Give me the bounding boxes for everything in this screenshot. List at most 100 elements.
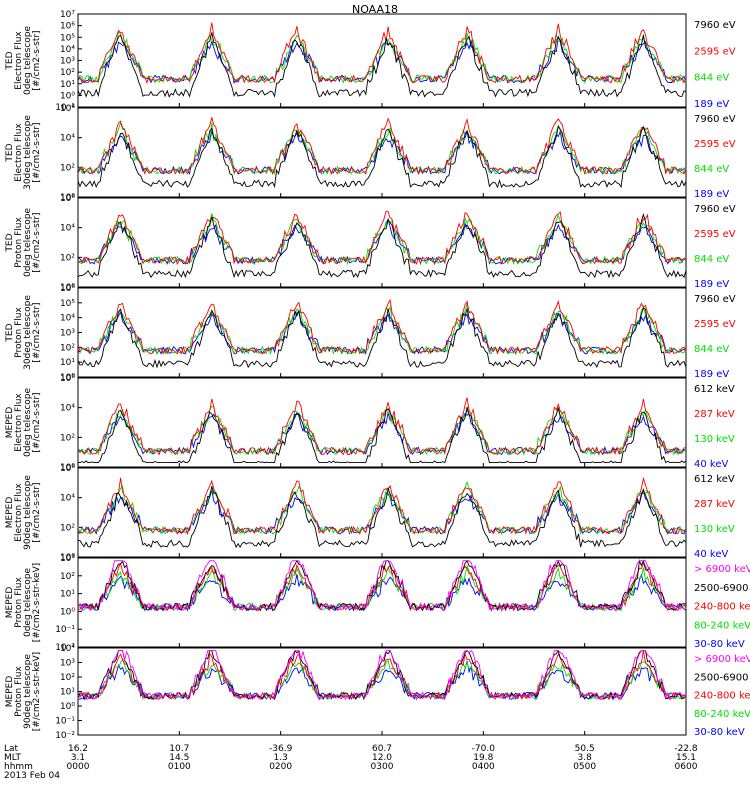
panel-8-ytick-1: 10⁻² xyxy=(55,731,75,741)
panel-6-ylabel-2: Electron Flux xyxy=(14,483,24,542)
panel-3-legend-1: 7960 eV xyxy=(694,204,736,215)
panel-7-legend-2: 2500-6900 xyxy=(694,583,749,594)
panel-1-ytick-7: 10⁵ xyxy=(60,33,75,43)
panel-4-ytick-5: 10⁴ xyxy=(60,314,75,324)
panel-2-series-1-trace xyxy=(77,125,687,189)
panel-8-ytick-4: 10¹ xyxy=(60,688,75,698)
panel-2-series-2-trace xyxy=(77,117,687,176)
panel-4-ylabel-3: 30deg telescope xyxy=(23,295,33,370)
panel-5-ytick-2: 10² xyxy=(60,433,75,443)
panel-2-ytick-1: 10⁰ xyxy=(60,193,75,203)
panel-7-legend-1: > 6900 keV xyxy=(694,564,750,575)
panel-7-ytick-3: 10⁰ xyxy=(60,607,75,617)
footer-lat-6: 50.5 xyxy=(575,744,595,754)
panel-4-ytick-7: 10⁶ xyxy=(60,284,75,294)
panel-6-series-2-trace xyxy=(77,476,687,536)
panel-4-series-3-trace xyxy=(77,303,687,356)
panel-2-ylabel-4: [#/cm2-s-str] xyxy=(32,122,42,182)
panel-8-ylabel-2: Proton Flux xyxy=(14,666,24,717)
footer-row-label-2: MLT xyxy=(4,753,22,763)
panel-4-series-4-trace xyxy=(78,310,687,356)
panel-3-ytick-4: 10⁶ xyxy=(60,194,75,204)
panel-1-ytick-2: 10⁰ xyxy=(60,91,75,101)
panel-8-series-4-trace xyxy=(77,658,687,701)
footer-lat-3: -36.9 xyxy=(269,744,293,754)
panel-1-ytick-5: 10³ xyxy=(60,57,75,67)
panel-1-legend-1: 7960 eV xyxy=(694,20,736,31)
panel-8-ytick-5: 10² xyxy=(60,673,75,683)
footer-mlt-3: 1.3 xyxy=(274,753,288,763)
chart-title: NOAA18 xyxy=(351,3,399,16)
panel-1-ylabel-1: TED xyxy=(5,51,15,70)
panel-2-ytick-3: 10⁴ xyxy=(60,134,75,144)
footer-row-label-3: hhmm xyxy=(4,762,33,772)
panel-7-series-3-trace xyxy=(77,562,687,613)
panel-2-ytick-4: 10⁶ xyxy=(60,104,75,114)
footer-lat-5: -70.0 xyxy=(472,744,496,754)
panel-8-legend-2: 2500-6900 xyxy=(694,672,749,683)
panel-8-legend-4: 80-240 keV xyxy=(694,709,750,720)
panel-6-legend-4: 40 keV xyxy=(694,549,728,560)
panel-8-ylabel-4: [#/cm2-s-str-keV] xyxy=(32,652,42,731)
footer-hhmm-3: 0200 xyxy=(269,762,292,772)
panel-7-ylabel-4: [#/cm2-s-str-keV] xyxy=(32,563,42,642)
panel-4-ylabel-1: TED xyxy=(5,323,15,342)
panel-5-legend-3: 130 keV xyxy=(694,434,735,445)
footer-lat-4: 60.7 xyxy=(372,744,392,754)
panel-1-legend-3: 844 eV xyxy=(694,73,729,84)
panel-2-series-4-trace xyxy=(77,129,687,175)
panel-4-series-2-trace xyxy=(77,298,687,356)
footer-hhmm-1: 0000 xyxy=(67,762,90,772)
panel-4-legend-3: 844 eV xyxy=(694,344,729,355)
panel-6-legend-2: 287 keV xyxy=(694,499,735,510)
panel-7-ylabel-1: MEPED xyxy=(5,587,15,619)
panel-8-series-2-trace xyxy=(77,649,687,701)
footer-hhmm-7: 0600 xyxy=(675,762,698,772)
panel-7-legend-4: 80-240 keV xyxy=(694,620,750,631)
panel-2-ylabel-2: Electron Flux xyxy=(14,123,24,182)
panel-6-ylabel-1: MEPED xyxy=(5,497,15,529)
panel-5-series-4-trace xyxy=(77,411,687,456)
footer-hhmm-4: 0300 xyxy=(371,762,394,772)
footer-row-label-1: Lat xyxy=(4,744,19,754)
panel-6-ylabel-3: 90deg telescope xyxy=(23,475,33,550)
panel-frame-1 xyxy=(77,13,687,108)
panel-5-series-2-trace xyxy=(77,397,687,456)
panel-3-legend-2: 2595 eV xyxy=(694,229,736,240)
panel-frame-3 xyxy=(77,197,687,288)
panel-frame-2 xyxy=(77,107,687,198)
panel-2-legend-2: 2595 eV xyxy=(694,139,736,150)
panel-1-series-2-trace xyxy=(77,22,687,84)
panel-7-ylabel-3: 0deg telescope xyxy=(23,568,33,638)
panel-7-ytick-6: 10³ xyxy=(60,554,75,564)
panel-5-ytick-4: 10⁶ xyxy=(60,374,75,384)
panel-5-ytick-3: 10⁴ xyxy=(60,404,75,414)
panel-1-ytick-1: 10⁻¹ xyxy=(55,103,75,113)
panel-6-ytick-4: 10⁶ xyxy=(60,464,75,474)
panel-4-ylabel-4: [#/cm2-s-str] xyxy=(32,302,42,362)
panel-4-ytick-2: 10¹ xyxy=(60,358,75,368)
panel-1-ytick-4: 10² xyxy=(60,68,75,78)
panel-frame-7 xyxy=(77,557,687,648)
panel-3-legend-4: 189 eV xyxy=(694,279,729,290)
panel-1-series-3-trace xyxy=(77,31,687,85)
panel-1-ytick-8: 10⁶ xyxy=(60,22,75,32)
panel-4-ytick-6: 10⁵ xyxy=(60,299,75,309)
panel-2-legend-4: 189 eV xyxy=(694,189,729,200)
panel-1-ytick-6: 10⁴ xyxy=(60,45,75,55)
panel-6-series-1-trace xyxy=(77,486,687,549)
panel-3-series-4-trace xyxy=(77,217,687,266)
panel-3-ytick-3: 10⁴ xyxy=(60,224,75,234)
panel-4-series-1-trace xyxy=(77,307,687,369)
footer-mlt-1: 3.1 xyxy=(71,753,85,763)
panel-5-ylabel-1: MEPED xyxy=(5,407,15,439)
panel-7-legend-3: 240-800 ke xyxy=(694,602,750,613)
panel-6-ytick-2: 10² xyxy=(60,523,75,533)
footer-hhmm-6: 0500 xyxy=(573,762,596,772)
panel-8-legend-5: 30-80 keV xyxy=(694,727,745,738)
footer-mlt-2: 14.5 xyxy=(169,753,189,763)
panel-8-ytick-3: 10⁰ xyxy=(60,702,75,712)
panel-4-ytick-3: 10² xyxy=(60,343,75,353)
panel-7-ytick-5: 10² xyxy=(60,572,75,582)
